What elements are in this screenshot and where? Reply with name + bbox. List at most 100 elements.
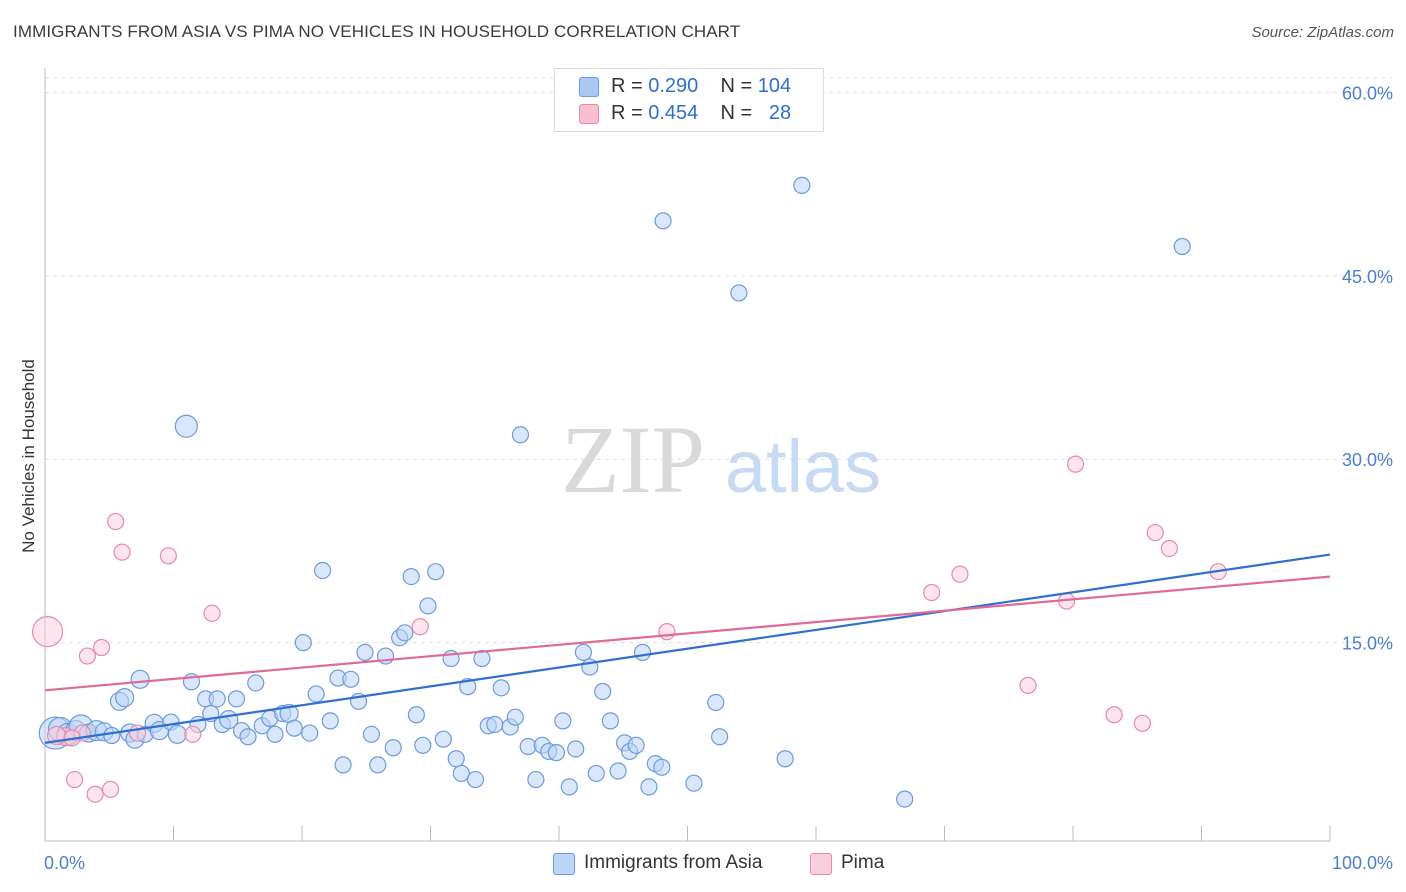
asia-point <box>567 740 585 758</box>
asia-point <box>342 670 360 688</box>
legend-swatch-pima <box>579 104 599 124</box>
asia-point <box>601 712 620 730</box>
pima-point <box>1105 706 1123 724</box>
asia-point <box>685 774 703 792</box>
asia-point <box>434 730 452 748</box>
x-tick-label: 100.0% <box>1332 853 1393 873</box>
pima-point <box>92 638 111 657</box>
asia-point <box>402 567 420 586</box>
pima-point <box>159 547 177 565</box>
asia-point <box>174 414 198 438</box>
asia-point <box>239 728 257 746</box>
source-label: Source: ZipAtlas.com <box>1251 24 1394 41</box>
legend-row-asia: R = 0.290 N = 104 <box>579 75 791 99</box>
pima-point <box>951 565 969 583</box>
asia-point <box>447 750 465 768</box>
pima-point <box>184 725 202 743</box>
asia-point <box>167 724 187 744</box>
asia-point <box>294 634 312 652</box>
pima-point <box>101 780 120 798</box>
asia-point <box>896 790 914 808</box>
asia-point <box>633 643 652 661</box>
asia-point <box>653 758 671 776</box>
x-tick-label: 0.0% <box>44 853 85 873</box>
grid-lines <box>45 77 1392 644</box>
axes <box>44 68 1331 842</box>
asia-point <box>285 719 303 737</box>
stats-legend: R = 0.290 N = 104 R = 0.454 N = 28 <box>554 68 824 132</box>
pima-point <box>86 785 104 803</box>
asia-trend-line <box>44 553 1331 744</box>
pima-point <box>658 623 676 641</box>
asia-point <box>452 764 470 783</box>
asia-point <box>574 643 593 661</box>
watermark: ZIP atlas <box>561 406 881 513</box>
asia-point <box>466 770 485 789</box>
watermark-zip: ZIP <box>561 406 705 513</box>
trend-lines <box>44 553 1331 744</box>
asia-point <box>627 736 645 754</box>
asia-point <box>511 426 530 444</box>
asia-point <box>396 624 414 642</box>
asia-point <box>369 756 387 774</box>
asia-point <box>208 690 226 708</box>
asia-point <box>459 678 477 696</box>
asia-point <box>356 643 374 661</box>
y-tick-label: 30.0% <box>1342 450 1393 470</box>
asia-point <box>362 725 380 743</box>
asia-point <box>473 649 491 668</box>
asia-point <box>427 563 445 581</box>
pima-point <box>411 618 429 636</box>
asia-point <box>707 693 725 712</box>
asia-point <box>654 212 672 230</box>
bottom-legend-label-asia: Immigrants from Asia <box>584 852 763 873</box>
asia-point <box>519 737 537 756</box>
asia-point <box>492 679 510 697</box>
asia-point <box>609 762 627 780</box>
legend-r-value-asia: 0.290 <box>648 75 699 97</box>
y-tick-label: 45.0% <box>1342 267 1393 287</box>
legend-r-value-pima: 0.454 <box>648 102 699 124</box>
asia-point <box>554 712 572 730</box>
asia-point <box>1173 237 1191 256</box>
asia-point <box>793 176 811 194</box>
pima-point <box>31 616 64 648</box>
asia-point <box>407 706 425 724</box>
pima-point <box>203 604 221 622</box>
y-tick-label: 15.0% <box>1342 634 1393 654</box>
y-tick-labels: 15.0% 30.0% 45.0% 60.0% <box>1342 83 1393 653</box>
y-axis-label: No Vehicles in Household <box>19 359 38 553</box>
pima-trend-line <box>44 575 1331 692</box>
bottom-legend-swatch-asia <box>553 853 575 875</box>
y-tick-label: 60.0% <box>1342 83 1393 103</box>
pima-point <box>78 647 97 665</box>
asia-point <box>334 756 352 774</box>
asia-point <box>115 688 135 708</box>
pima-point <box>1160 539 1178 558</box>
asia-point <box>776 750 794 768</box>
chart-title: IMMIGRANTS FROM ASIA VS PIMA NO VEHICLES… <box>13 22 741 41</box>
pima-point <box>1019 676 1037 695</box>
legend-swatch-asia <box>579 77 599 97</box>
bottom-legend-label-pima: Pima <box>841 852 885 873</box>
pima-point <box>923 583 941 602</box>
asia-point <box>594 682 612 701</box>
watermark-atlas: atlas <box>725 425 881 508</box>
asia-point <box>711 728 729 746</box>
asia-point <box>640 778 658 796</box>
asia-point <box>730 284 748 302</box>
legend-row-pima: R = 0.454 N = 28 <box>579 102 791 126</box>
legend-n-value-asia: 104 <box>757 75 792 97</box>
asia-point <box>547 744 566 762</box>
pima-point <box>107 512 125 531</box>
asia-point <box>103 726 121 745</box>
pima-point <box>1146 523 1164 542</box>
asia-point <box>321 712 339 730</box>
asia-point <box>247 674 265 692</box>
asia-point <box>384 739 402 757</box>
asia-point <box>414 736 432 754</box>
asia-point <box>560 778 578 796</box>
asia-point <box>587 764 605 783</box>
bottom-legend-swatch-pima <box>810 853 832 875</box>
